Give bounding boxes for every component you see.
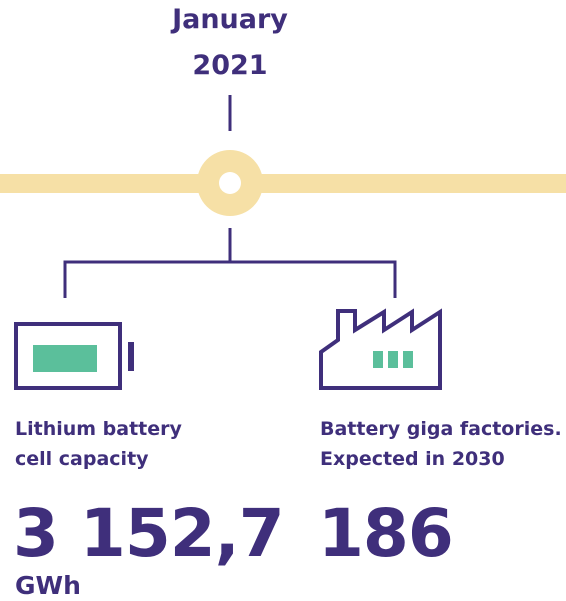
connector — [63, 228, 397, 298]
item-label: cell capacity — [15, 448, 149, 470]
item-unit: GWh — [15, 571, 81, 600]
item-value: 186 — [318, 495, 453, 572]
timeline — [0, 174, 566, 193]
title-line: 2021 — [192, 50, 267, 81]
factory-icon — [319, 308, 442, 390]
item-label: Battery giga factories. — [320, 418, 562, 440]
title-line: January — [170, 4, 288, 35]
timeline-node-center — [219, 172, 241, 194]
item-label: Lithium battery — [15, 418, 183, 440]
item-value: 3 152,7 — [13, 495, 284, 572]
battery-icon — [14, 322, 134, 390]
item-label: Expected in 2030 — [320, 448, 505, 470]
